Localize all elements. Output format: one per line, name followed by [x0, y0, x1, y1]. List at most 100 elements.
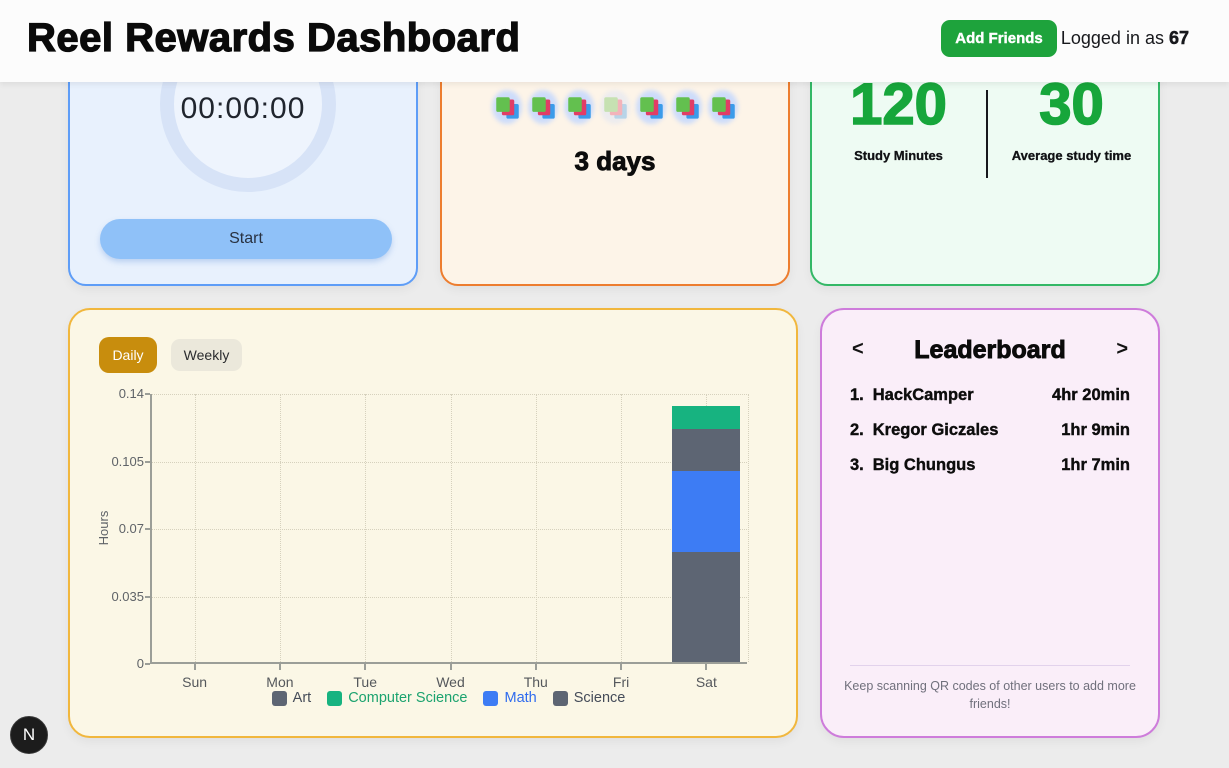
- x-gridline: [279, 394, 281, 662]
- y-tick-label: 0: [136, 656, 144, 671]
- plot-right-edge-gridline: [748, 394, 749, 662]
- leaderboard-time: 4hr 20min: [1052, 386, 1130, 404]
- leaderboard-divider: [850, 665, 1130, 666]
- x-tick-label: Thu: [523, 674, 548, 690]
- y-tick-mark: [145, 393, 150, 395]
- streak-icons: [442, 88, 788, 128]
- nextjs-dev-badge[interactable]: N: [10, 716, 48, 754]
- bar-segment-computer-science: [672, 405, 741, 429]
- logged-in-status: Logged in as 67: [1061, 28, 1189, 49]
- y-gridline: [152, 529, 747, 530]
- add-friends-button[interactable]: Add Friends: [941, 20, 1057, 57]
- leaderboard-rank-name: 1. HackCamper: [850, 386, 974, 405]
- x-gridline: [194, 394, 196, 662]
- y-tick-label: 0.14: [118, 386, 144, 401]
- legend-label: Math: [504, 690, 537, 706]
- books-icon: [561, 88, 597, 128]
- legend-label: Art: [292, 690, 312, 706]
- leaderboard-row: 3. Big Chungus 1hr 7min: [850, 456, 1130, 475]
- books-icon: [525, 88, 561, 128]
- y-gridline: [152, 394, 747, 395]
- books-icon: [705, 88, 741, 128]
- legend-item[interactable]: Science: [552, 690, 626, 706]
- header-bar: Reel Rewards Dashboard Add Friends Logge…: [0, 0, 1229, 82]
- legend-item[interactable]: Math: [483, 690, 537, 706]
- average-study-value: 30: [1038, 72, 1104, 137]
- leaderboard-rank-name: 3. Big Chungus: [850, 456, 976, 475]
- tab-weekly[interactable]: Weekly: [171, 339, 242, 371]
- x-tick-label: Tue: [353, 674, 377, 690]
- y-tick-mark: [145, 460, 150, 463]
- study-minutes-label: Study Minutes: [854, 148, 943, 163]
- legend-swatch: [327, 690, 343, 706]
- study-minutes-stat: 120 Study Minutes: [812, 32, 985, 284]
- average-study-stat: 30 Average study time: [985, 32, 1158, 284]
- x-tick-mark: [449, 664, 452, 670]
- x-tick-mark: [278, 664, 281, 670]
- legend-swatch: [483, 690, 499, 706]
- legend-swatch: [552, 690, 568, 706]
- leaderboard-name: Big Chungus: [872, 456, 976, 474]
- x-tick-label: Fri: [612, 674, 630, 690]
- y-tick-mark: [145, 528, 150, 530]
- y-tick-label: 0.07: [118, 521, 144, 536]
- leaderboard-next-icon[interactable]: >: [1116, 338, 1128, 360]
- leaderboard-rank-name: 2. Kregor Giczales: [850, 421, 999, 440]
- leaderboard-rank: 3.: [850, 456, 864, 474]
- leaderboard-title: Leaderboard: [914, 336, 1066, 365]
- y-tick-mark: [145, 595, 150, 598]
- page-title: Reel Rewards Dashboard: [26, 15, 521, 60]
- timer-display: 00:00:00: [180, 92, 306, 125]
- x-tick-label: Mon: [266, 674, 294, 690]
- leaderboard-time: 1hr 9min: [1061, 421, 1130, 439]
- study-hours-chart-card: Daily Weekly Hours 0 0.035 0.07 0.105 0.14 Su…: [68, 308, 798, 738]
- legend-item[interactable]: Art: [271, 690, 312, 706]
- streak-days-text: 3 days: [574, 146, 656, 177]
- x-tick-label: Sun: [182, 674, 208, 690]
- x-gridline: [535, 394, 537, 662]
- legend-item[interactable]: Computer Science: [327, 690, 467, 706]
- stats-divider: [986, 90, 988, 178]
- tab-daily[interactable]: Daily: [99, 337, 157, 373]
- leaderboard-time: 1hr 7min: [1061, 456, 1130, 474]
- y-gridline: [152, 461, 747, 463]
- legend-label: Science: [573, 690, 626, 706]
- average-study-label: Average study time: [1011, 148, 1132, 163]
- y-tick-label: 0.035: [111, 588, 144, 604]
- leaderboard-name: HackCamper: [872, 386, 974, 404]
- x-tick-mark: [534, 664, 537, 670]
- logged-in-prefix: Logged in as: [1060, 28, 1169, 48]
- bar-segment-art: [672, 428, 741, 472]
- books-icon: [669, 88, 705, 128]
- x-tick-mark: [620, 664, 623, 670]
- chart-plot: Hours 0 0.035 0.07 0.105 0.14 Sun Mon Tue Wed Thu…: [96, 386, 749, 690]
- bar-segment-science: [672, 552, 741, 662]
- leaderboard-row: 1. HackCamper 4hr 20min: [850, 386, 1130, 405]
- leaderboard-rank: 1.: [850, 386, 864, 404]
- x-gridline: [621, 394, 623, 662]
- logged-in-username: 67: [1168, 28, 1190, 49]
- y-tick-mark: [145, 663, 150, 665]
- start-timer-button[interactable]: Start: [100, 219, 392, 259]
- x-tick-mark: [364, 664, 367, 670]
- x-tick-mark: [705, 664, 708, 670]
- books-icon: [489, 88, 525, 128]
- leaderboard-card: < Leaderboard > 1. HackCamper 4hr 20min 2. K…: [820, 308, 1160, 738]
- legend-swatch: [271, 690, 287, 706]
- legend-label: Computer Science: [348, 690, 468, 706]
- leaderboard-list: 1. HackCamper 4hr 20min 2. Kregor Giczales 1h…: [850, 386, 1130, 491]
- leaderboard-prev-icon[interactable]: <: [852, 338, 864, 360]
- study-minutes-value: 120: [849, 72, 947, 137]
- y-tick-label: 0.105: [111, 453, 144, 469]
- books-icon: [633, 88, 669, 128]
- chart-legend: Art Computer Science Math Science: [150, 690, 747, 706]
- x-gridline: [365, 394, 367, 662]
- x-tick-label: Sat: [695, 674, 717, 690]
- books-icon: [597, 88, 633, 128]
- bar-segment-math: [672, 471, 741, 553]
- y-gridline: [152, 596, 747, 598]
- leaderboard-rank: 2.: [850, 421, 864, 439]
- leaderboard-row: 2. Kregor Giczales 1hr 9min: [850, 421, 1130, 440]
- x-gridline: [450, 394, 452, 662]
